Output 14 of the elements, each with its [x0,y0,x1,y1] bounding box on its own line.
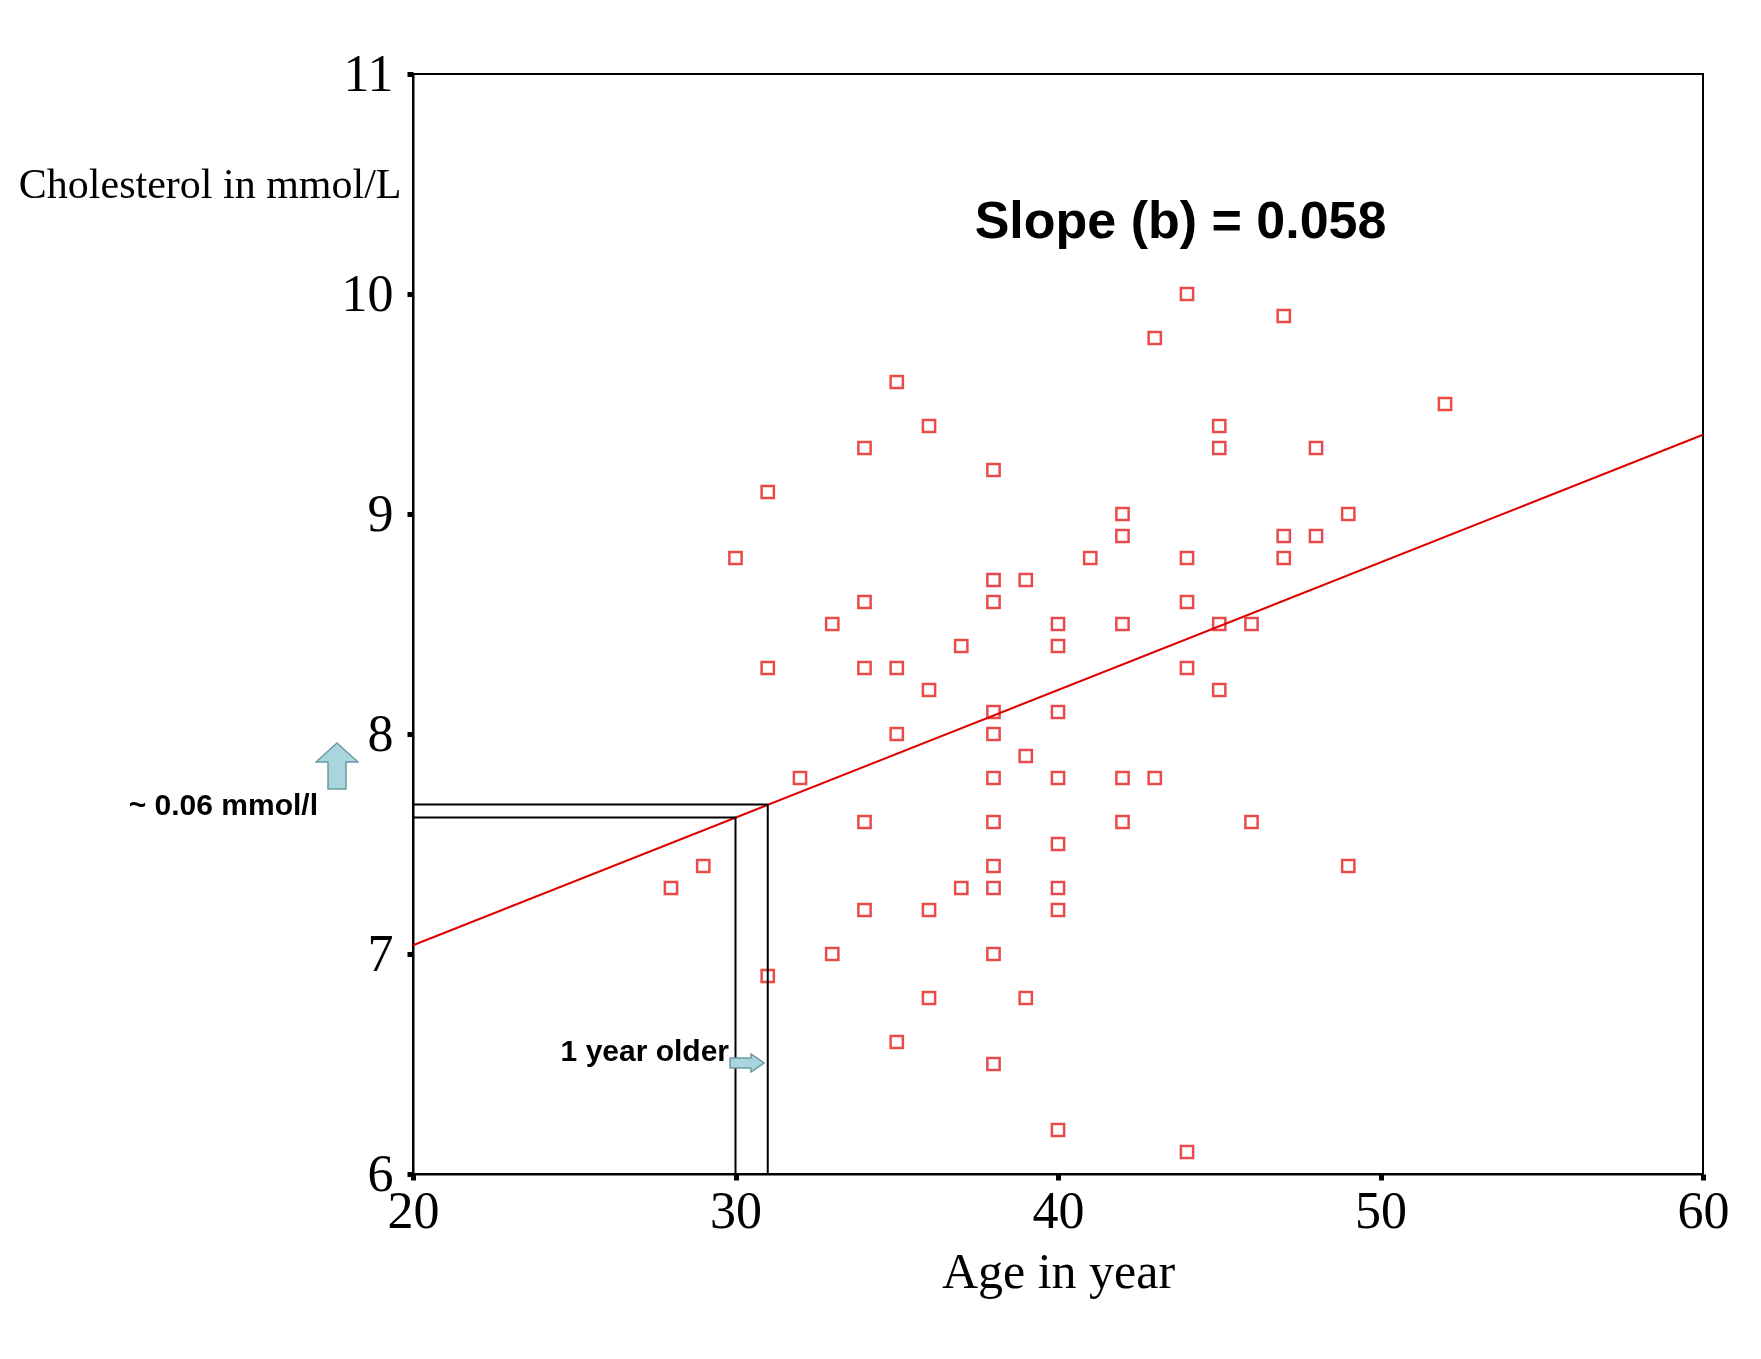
x-tick-label: 30 [710,1181,762,1239]
annotation: Slope (b) = 0.058 [974,191,1387,249]
y-axis-title: Cholesterol in mmol/L [18,160,402,207]
x-axis-title: Age in year [941,1242,1176,1299]
y-tick-label: 10 [341,264,394,322]
annotation: 1 year older [560,1033,730,1067]
y-tick-label: 7 [367,924,394,982]
y-tick-label: 9 [367,484,394,542]
x-tick-label: 40 [1032,1181,1085,1239]
x-tick-label: 60 [1677,1181,1730,1239]
y-tick-label: 8 [367,704,394,762]
y-tick-label: 11 [343,44,394,102]
x-tick-label: 50 [1355,1181,1407,1239]
text: ~ 0.06 mmol/l [128,787,318,821]
